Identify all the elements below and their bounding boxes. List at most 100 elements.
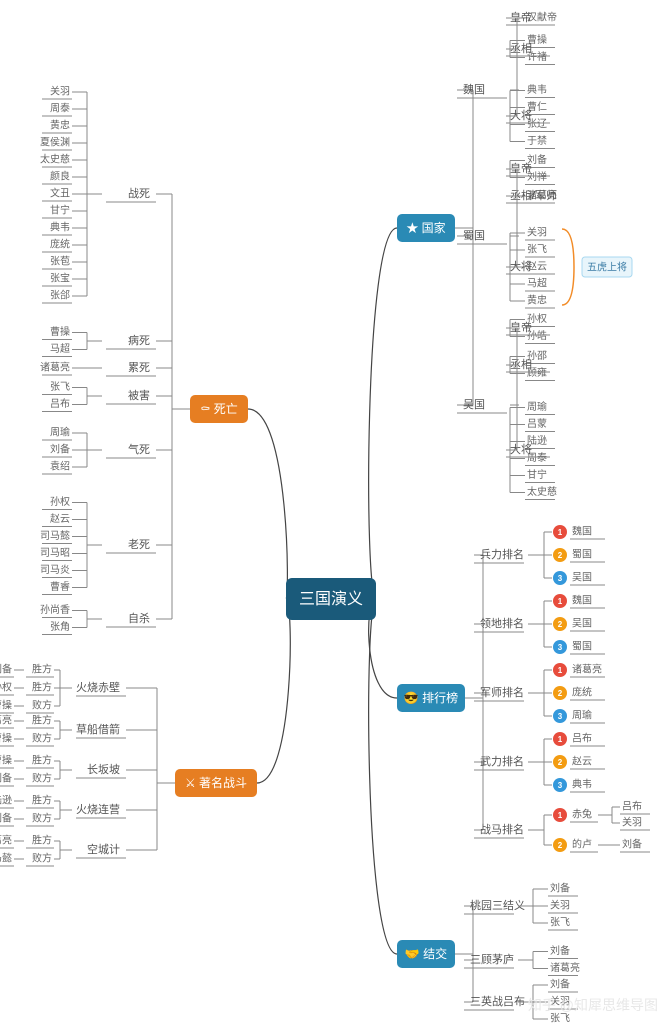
- svg-text:诸葛亮: 诸葛亮: [0, 714, 12, 727]
- svg-text:三国演义: 三国演义: [299, 590, 363, 608]
- svg-text:张飞: 张飞: [550, 1013, 570, 1024]
- svg-text:2: 2: [558, 758, 563, 767]
- svg-text:蜀国: 蜀国: [463, 229, 485, 242]
- svg-text:火烧赤壁: 火烧赤壁: [76, 680, 120, 694]
- svg-text:诸葛亮: 诸葛亮: [0, 834, 12, 847]
- svg-text:的卢: 的卢: [572, 838, 592, 851]
- mindmap: 三国演义★ 国家魏国汉献帝皇帝曹操许褚丞相典韦曹仁张辽于禁大将蜀国刘备刘禅皇帝诸…: [0, 0, 670, 1024]
- svg-text:蜀国: 蜀国: [572, 549, 592, 561]
- svg-text:袁绍: 袁绍: [50, 460, 70, 473]
- svg-text:三英战吕布: 三英战吕布: [470, 994, 525, 1008]
- svg-text:败方: 败方: [32, 732, 52, 745]
- svg-text:刘备: 刘备: [550, 978, 570, 991]
- svg-text:★ 国家: ★ 国家: [406, 220, 445, 235]
- svg-text:1: 1: [558, 735, 563, 744]
- svg-text:1: 1: [558, 597, 563, 606]
- svg-text:吴国: 吴国: [463, 398, 485, 411]
- svg-text:武力排名: 武力排名: [480, 754, 524, 768]
- svg-text:兵力排名: 兵力排名: [480, 547, 524, 561]
- svg-text:关羽: 关羽: [50, 85, 70, 98]
- svg-text:曹操: 曹操: [0, 732, 12, 745]
- svg-text:关羽: 关羽: [622, 816, 642, 829]
- svg-text:火烧连营: 火烧连营: [76, 802, 120, 816]
- svg-text:司马炎: 司马炎: [40, 564, 70, 576]
- svg-text:周瑜: 周瑜: [527, 400, 547, 413]
- svg-text:夏侯渊: 夏侯渊: [40, 136, 70, 149]
- svg-text:太史慈: 太史慈: [40, 153, 70, 166]
- svg-text:吴国: 吴国: [572, 572, 592, 584]
- svg-text:甘宁: 甘宁: [527, 468, 547, 481]
- svg-text:刘备: 刘备: [0, 812, 12, 825]
- svg-text:张飞: 张飞: [50, 381, 70, 393]
- svg-text:2: 2: [558, 620, 563, 629]
- svg-text:3: 3: [558, 643, 563, 652]
- svg-text:周泰: 周泰: [50, 102, 70, 115]
- svg-text:⚔ 著名战斗: ⚔ 著名战斗: [185, 775, 247, 790]
- svg-text:关羽: 关羽: [550, 899, 570, 912]
- svg-text:领地排名: 领地排名: [480, 616, 524, 630]
- svg-text:典韦: 典韦: [50, 221, 70, 234]
- svg-text:三顾茅庐: 三顾茅庐: [470, 952, 514, 966]
- svg-text:陆逊: 陆逊: [0, 794, 12, 807]
- svg-text:张飞: 张飞: [527, 244, 547, 256]
- svg-text:诸葛亮: 诸葛亮: [550, 961, 580, 974]
- svg-text:司马昭: 司马昭: [40, 547, 70, 559]
- svg-text:空城计: 空城计: [87, 842, 120, 856]
- svg-text:赵云: 赵云: [50, 512, 70, 525]
- svg-text:战马排名: 战马排名: [480, 822, 524, 836]
- svg-text:吕布: 吕布: [572, 733, 592, 745]
- svg-text:皇帝: 皇帝: [510, 161, 532, 175]
- svg-text:于禁: 于禁: [527, 135, 547, 147]
- svg-text:关羽: 关羽: [527, 226, 547, 239]
- svg-text:孙权: 孙权: [0, 681, 12, 694]
- svg-text:曹操: 曹操: [0, 754, 12, 767]
- svg-text:😎 排行榜: 😎 排行榜: [404, 690, 458, 705]
- svg-text:2: 2: [558, 841, 563, 850]
- svg-text:胜方: 胜方: [32, 681, 52, 694]
- svg-text:五虎上将: 五虎上将: [587, 262, 627, 274]
- svg-text:庞统: 庞统: [50, 238, 70, 251]
- svg-text:败方: 败方: [32, 852, 52, 865]
- svg-text:司马懿: 司马懿: [40, 529, 70, 542]
- svg-text:病死: 病死: [128, 333, 150, 347]
- svg-text:皇帝: 皇帝: [510, 10, 532, 24]
- svg-text:吕布: 吕布: [622, 801, 642, 813]
- svg-text:⚰ 死亡: ⚰ 死亡: [200, 402, 237, 416]
- svg-text:刘备: 刘备: [550, 944, 570, 957]
- svg-text:典韦: 典韦: [572, 778, 592, 791]
- svg-text:气死: 气死: [128, 442, 150, 456]
- svg-text:曹操: 曹操: [50, 325, 70, 338]
- svg-text:文丑: 文丑: [50, 187, 70, 200]
- svg-text:张角: 张角: [50, 621, 70, 633]
- svg-text:1: 1: [558, 666, 563, 675]
- svg-text:魏国: 魏国: [463, 82, 485, 96]
- svg-text:胜方: 胜方: [32, 834, 52, 847]
- svg-text:刘备: 刘备: [0, 772, 12, 785]
- svg-text:吕蒙: 吕蒙: [527, 417, 547, 430]
- svg-text:魏国: 魏国: [572, 594, 592, 607]
- svg-text:张苞: 张苞: [50, 255, 70, 268]
- svg-text:丞相: 丞相: [510, 358, 532, 371]
- svg-text:3: 3: [558, 712, 563, 721]
- svg-text:败方: 败方: [32, 772, 52, 785]
- svg-text:🤝 结交: 🤝 结交: [405, 946, 447, 961]
- svg-text:1: 1: [558, 528, 563, 537]
- svg-text:蜀国: 蜀国: [572, 641, 592, 653]
- svg-text:1: 1: [558, 811, 563, 820]
- svg-text:刘备: 刘备: [0, 663, 12, 676]
- svg-text:大将: 大将: [510, 442, 532, 456]
- svg-text:吕布: 吕布: [50, 398, 70, 410]
- svg-text:战死: 战死: [128, 187, 150, 200]
- svg-text:典韦: 典韦: [527, 83, 547, 96]
- svg-text:诸葛亮: 诸葛亮: [572, 663, 602, 676]
- svg-text:刘备: 刘备: [550, 882, 570, 895]
- svg-text:累死: 累死: [128, 361, 150, 374]
- svg-text:胜方: 胜方: [32, 714, 52, 727]
- svg-text:自杀: 自杀: [128, 611, 150, 625]
- svg-text:魏国: 魏国: [572, 525, 592, 538]
- svg-text:太史慈: 太史慈: [527, 485, 557, 498]
- svg-text:丞相: 丞相: [510, 42, 532, 55]
- svg-text:长坂坡: 长坂坡: [87, 763, 120, 776]
- svg-text:老死: 老死: [128, 538, 150, 551]
- svg-text:曹操: 曹操: [0, 699, 12, 712]
